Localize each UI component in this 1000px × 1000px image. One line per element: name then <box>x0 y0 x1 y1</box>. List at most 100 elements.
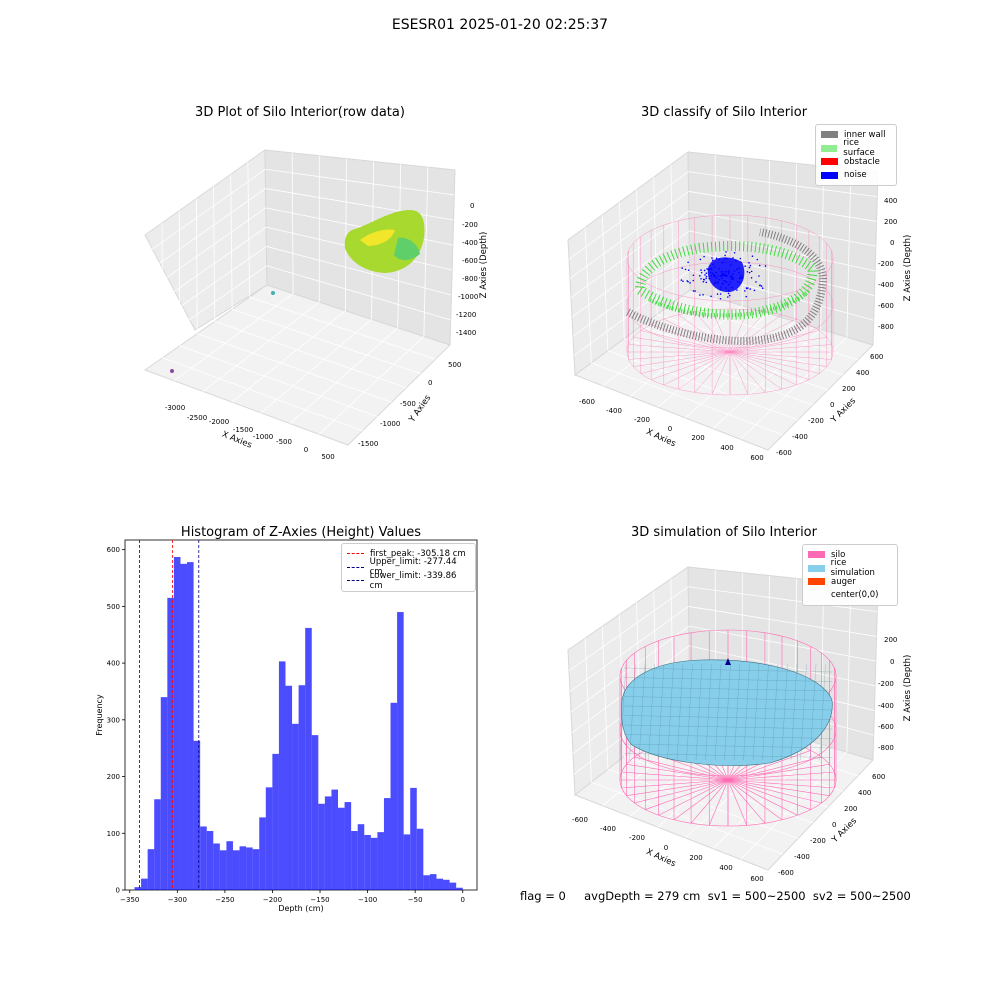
legend-swatch <box>808 578 825 586</box>
raw-z-tick: -600 <box>462 257 478 265</box>
histogram-bar <box>311 735 319 890</box>
legend-line-swatch <box>347 566 364 568</box>
histogram-bar <box>278 661 286 890</box>
sim-z-tick: -400 <box>878 702 894 710</box>
legend-swatch <box>821 144 838 152</box>
classify-x-tick: -600 <box>579 398 595 406</box>
histogram-bar <box>292 723 299 890</box>
sim-y-tick: 400 <box>858 789 871 797</box>
inner-wall-points <box>626 228 828 345</box>
histogram-panel: Histogram of Z-Axies (Height) Values −35… <box>95 525 478 913</box>
histogram-y-axis-label: Frequency <box>95 694 104 736</box>
legend-label: inner wall <box>844 129 886 140</box>
raw-x-tick: -1500 <box>233 426 253 434</box>
raw-panel-title: 3D Plot of Silo Interior(row data) <box>195 105 405 120</box>
raw-y-tick: 0 <box>428 379 432 387</box>
histogram-bar <box>338 807 345 890</box>
classify-panel-title: 3D classify of Silo Interior <box>641 105 808 120</box>
classify-z-tick: 200 <box>884 218 897 226</box>
legend-item-inner-wall: inner wall <box>821 128 891 142</box>
histogram-bar <box>187 562 194 890</box>
histogram-bar <box>298 685 306 890</box>
histogram-bar <box>259 817 266 890</box>
sim-x-tick: -400 <box>600 825 616 833</box>
histogram-bar <box>318 803 325 890</box>
classify-y-tick: -400 <box>792 433 808 441</box>
classify-z-tick: -200 <box>878 260 894 268</box>
raw-grid <box>144 152 455 435</box>
raw-3d-panel: 3D Plot of Silo Interior(row data) -3000… <box>143 105 489 461</box>
classify-legend: inner wall rice surface obstacle noise <box>815 124 897 186</box>
simulation-legend: silo rice simulation auger center(0,0) <box>802 544 898 606</box>
classify-y-tick: 400 <box>856 369 869 377</box>
histogram-bar <box>351 831 358 890</box>
classify-z-tick: 400 <box>884 197 897 205</box>
status-readout: flag = 0 avgDepth = 279 cm sv1 = 500~250… <box>520 889 911 903</box>
y-tick-label: 600 <box>107 546 120 554</box>
y-tick-label: 0 <box>116 887 120 895</box>
classify-z-axis-label: Z Axies (Depth) <box>903 235 913 302</box>
raw-x-tick: 0 <box>304 446 308 454</box>
histogram-bar <box>160 697 168 890</box>
legend-label: rice surface <box>843 138 875 159</box>
sim-z-tick: -600 <box>878 723 894 731</box>
classify-x-tick: 600 <box>750 454 763 462</box>
histogram-bars <box>134 557 463 890</box>
legend-swatch <box>821 171 838 179</box>
legend-label: silo <box>831 549 846 560</box>
histogram-bar <box>180 563 188 890</box>
sim-z-tick: 200 <box>884 636 897 644</box>
sim-y-tick: 200 <box>844 805 857 813</box>
legend-item-silo: silo <box>808 548 892 562</box>
legend-label: first_peak: -305.18 cm <box>370 548 466 559</box>
x-tick-label: −250 <box>215 896 234 904</box>
sim-y-tick: 600 <box>872 773 885 781</box>
histogram-reference-lines <box>139 540 200 890</box>
classify-x-tick: -400 <box>606 407 622 415</box>
legend-swatch <box>821 131 838 139</box>
classify-z-tick: -600 <box>878 302 894 310</box>
sim-z-axis-label: Z Axies (Depth) <box>903 655 913 722</box>
outlier-point <box>271 291 275 295</box>
legend-item-upper-limit: Upper_limit: -277.44 cm <box>347 557 470 577</box>
classify-y-tick: -200 <box>808 417 824 425</box>
histogram-bar <box>265 787 273 890</box>
sim-y-tick: -400 <box>794 853 810 861</box>
y-tick-label: 500 <box>107 603 120 611</box>
sim-x-tick: 0 <box>664 844 668 852</box>
histogram-bar <box>305 627 312 890</box>
classify-z-tick: -400 <box>878 281 894 289</box>
raw-x-tick: -500 <box>276 438 292 446</box>
rice-surface-points <box>634 241 818 320</box>
classify-y-tick: -600 <box>776 449 792 457</box>
legend-item-noise: noise <box>821 169 891 183</box>
legend-swatch <box>808 592 825 599</box>
legend-label: Lower_limit: -339.86 cm <box>369 570 457 591</box>
histogram-bar <box>357 824 365 890</box>
legend-swatch <box>808 564 825 572</box>
histogram-bar <box>344 802 352 890</box>
simulation-panel-title: 3D simulation of Silo Interior <box>631 525 818 540</box>
histogram-bar <box>246 847 253 890</box>
classify-x-tick: 400 <box>720 444 733 452</box>
legend-item-rice-surface: rice surface <box>821 138 891 158</box>
histogram-bar <box>167 597 174 890</box>
raw-z-axis-label: Z Axies (Depth) <box>479 232 489 299</box>
x-tick-label: −300 <box>168 896 187 904</box>
classify-x-axis-label: X Axies <box>645 427 678 450</box>
histogram-bar <box>134 887 142 890</box>
histogram-bar <box>239 846 247 890</box>
sim-z-tick: -200 <box>878 680 894 688</box>
sim-x-tick: 600 <box>750 875 763 883</box>
rice-simulation-surface <box>621 659 833 766</box>
rice-point-highlight <box>360 229 395 246</box>
legend-label: rice simulation <box>830 558 875 579</box>
histogram-bar <box>390 702 398 890</box>
histogram-x-axis-label: Depth (cm) <box>278 904 323 913</box>
histogram-bar <box>416 828 424 890</box>
raw-z-tick: -800 <box>462 275 478 283</box>
y-tick-label: 400 <box>107 660 120 668</box>
raw-z-tick: -1200 <box>456 311 476 319</box>
raw-y-tick: -500 <box>400 400 416 408</box>
